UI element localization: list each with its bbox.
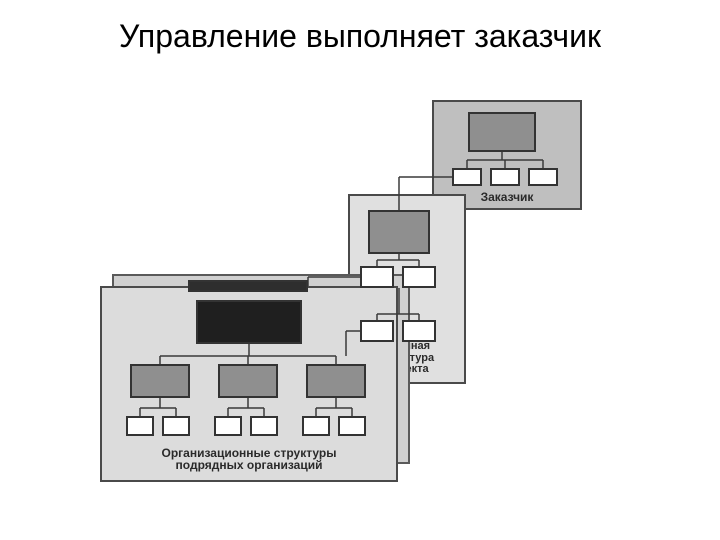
contractors-leaf-2b: [250, 416, 278, 436]
project-child-1: [360, 266, 394, 288]
diagram-stage: Заказчик Организа- ционная структура про…: [0, 0, 720, 540]
contractors-mid-2: [218, 364, 278, 398]
project-child-2: [402, 266, 436, 288]
contractors-leaf-1b: [162, 416, 190, 436]
contractors-leaf-3b: [338, 416, 366, 436]
contractors-leaf-2a: [214, 416, 242, 436]
project-top-box: [368, 210, 430, 254]
customer-child-2: [490, 168, 520, 186]
contractors-leaf-1a: [126, 416, 154, 436]
contractors-top-box: [196, 300, 302, 344]
contractors-leaf-3a: [302, 416, 330, 436]
contractors-mid-1: [130, 364, 190, 398]
customer-top-box: [468, 112, 536, 152]
contractors-bar: [188, 280, 308, 292]
customer-child-1: [452, 168, 482, 186]
contractors-mid-3: [306, 364, 366, 398]
project-bottom-2: [402, 320, 436, 342]
customer-child-3: [528, 168, 558, 186]
panel-contractors-label: Организационные структуры подрядных орга…: [102, 447, 396, 472]
project-bottom-1: [360, 320, 394, 342]
